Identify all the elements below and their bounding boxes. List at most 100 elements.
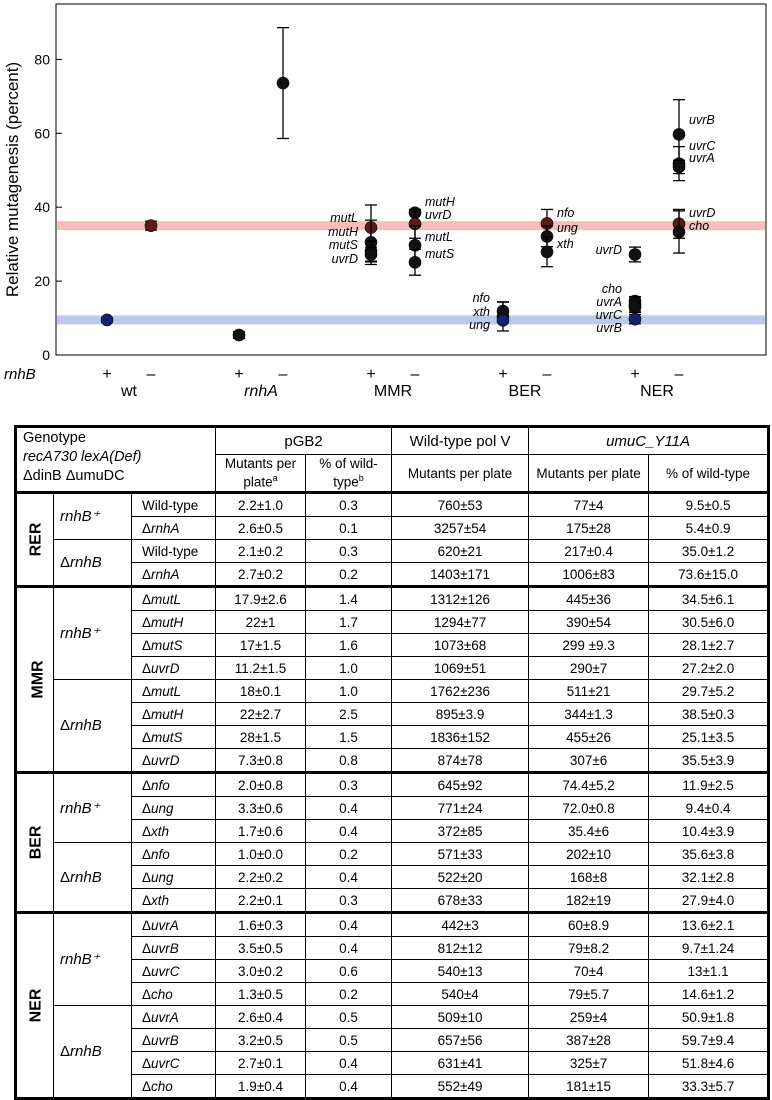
mutant-genotype: Δnfo <box>130 771 217 797</box>
pgb2-mutants-cell: 2.6±0.5 <box>215 516 307 540</box>
pgb2-pct-cell: 0.4 <box>305 1051 393 1075</box>
umuc-mutants-cell: 35.4±6 <box>528 819 650 843</box>
y-tick-label: 0 <box>42 347 50 363</box>
mutant-genotype: ΔrnhA <box>130 562 217 587</box>
wt-polv-mutants-cell: 678±33 <box>391 888 530 913</box>
umuc-pct-cell: 10.4±3.9 <box>648 819 770 843</box>
table-row: ΔmutH 22±1 1.7 1294±77 390±54 30.5±6.0 <box>16 610 770 634</box>
wt-polv-mutants-cell: 1312±126 <box>391 585 530 611</box>
data-point <box>628 312 642 326</box>
pgb2-mutants-cell: 1.7±0.6 <box>215 819 307 843</box>
group-label-rer: RER <box>15 491 54 587</box>
mutant-genotype: ΔmutH <box>130 702 217 726</box>
wt-polv-mutants-cell: 522±20 <box>391 865 530 889</box>
sign-minus: – <box>411 366 420 383</box>
pgb2-mutants-cell: 17±1.5 <box>215 633 307 657</box>
mutant-genotype: Δcho <box>130 982 217 1006</box>
data-point <box>144 219 158 232</box>
umuc-pct-cell: 13.6±2.1 <box>648 911 770 937</box>
umuc-mutants-cell: 259±4 <box>528 1005 650 1029</box>
mutant-genotype: Δcho <box>130 1074 217 1099</box>
mutagenesis-table: Genotype recA730 lexA(Def) ΔdinB ΔumuDC … <box>14 425 771 1100</box>
y-tick-label: 60 <box>34 125 50 141</box>
point-label-mutS: mutS <box>329 238 359 252</box>
pgb2-mutants-cell: 2.6±0.4 <box>215 1005 307 1029</box>
mutants-per-plate-polv-header: Mutants per plate <box>391 454 530 493</box>
umuc-pct-cell: 34.5±6.1 <box>648 585 770 611</box>
point-label-xth: xth <box>472 305 490 319</box>
umuc-mutants-cell: 181±15 <box>528 1074 650 1099</box>
pgb2-mutants-cell: 28±1.5 <box>215 725 307 749</box>
mutant-genotype: Δung <box>130 865 217 889</box>
pct-wild-type-b-label: % of wild-type <box>319 456 378 490</box>
reference-line-2 <box>57 315 765 325</box>
pgb2-mutants-cell: 11.2±1.5 <box>215 656 307 680</box>
pgb2-pct-cell: 0.4 <box>305 796 393 820</box>
umuc-mutants-cell: 511±21 <box>528 679 650 703</box>
table-row: Δcho 1.3±0.5 0.2 540±4 79±5.7 14.6±1.2 <box>16 982 770 1006</box>
table-row: ΔuvrD 7.3±0.8 0.8 874±78 307±6 35.5±3.9 <box>16 748 770 773</box>
umuc-pct-cell: 9.5±0.5 <box>648 491 770 517</box>
pgb2-pct-cell: 0.8 <box>305 748 393 773</box>
subgroup-label: rnhB⁺ <box>53 585 132 680</box>
y-tick-label: 20 <box>34 273 50 289</box>
table-row: ΔrnhB ΔmutL 18±0.1 1.0 1762±236 511±21 29.7±5.… <box>16 679 770 773</box>
table-row: Δung 2.2±0.2 0.4 522±20 168±8 32.1±2.8 <box>16 865 770 889</box>
group-label-mmr: MMR <box>15 585 54 773</box>
pgb2-mutants-cell: 1.3±0.5 <box>215 982 307 1006</box>
genotype-header: Genotype recA730 lexA(Def) ΔdinB ΔumuDC <box>14 426 217 493</box>
data-point <box>540 245 554 259</box>
mutant-genotype: Δxth <box>130 888 217 913</box>
point-label-ung: ung <box>469 318 490 332</box>
pgb2-pct-cell: 1.0 <box>305 679 393 703</box>
point-label-cho: cho <box>602 282 622 296</box>
pgb2-mutants-cell: 7.3±0.8 <box>215 748 307 773</box>
category-label-MMR: MMR <box>374 383 412 400</box>
sign-plus: + <box>234 366 243 383</box>
wt-polv-mutants-cell: 509±10 <box>391 1005 530 1029</box>
pgb2-mutants-cell: 2.2±0.2 <box>215 865 307 889</box>
pgb2-pct-cell: 0.4 <box>305 1074 393 1099</box>
pgb2-mutants-cell: 2.0±0.8 <box>215 771 307 797</box>
table-row: Δxth 2.2±0.1 0.3 678±33 182±19 27.9±4.0 <box>16 888 770 913</box>
pgb2-pct-cell: 0.5 <box>305 1028 393 1052</box>
umuc-mutants-cell: 299 ±9.3 <box>528 633 650 657</box>
umuc-pct-cell: 28.1±2.7 <box>648 633 770 657</box>
umuc-mutants-cell: 60±8.9 <box>528 911 650 937</box>
pgb2-mutants-cell: 18±0.1 <box>215 679 307 703</box>
point-label-uvrA: uvrA <box>689 151 715 165</box>
point-label-nfo: nfo <box>557 206 574 220</box>
umuc-mutants-cell: 74.4±5.2 <box>528 771 650 797</box>
mutant-genotype: Δnfo <box>130 842 217 866</box>
umuc-mutants-cell: 72.0±0.8 <box>528 796 650 820</box>
pgb2-pct-cell: 0.3 <box>305 771 393 797</box>
umuc-pct-cell: 27.9±4.0 <box>648 888 770 913</box>
table-row: ΔrnhB Δnfo 1.0±0.0 0.2 571±33 202±10 35.6±3.8 <box>16 842 770 913</box>
y-tick-label: 40 <box>34 199 50 215</box>
umuc-pct-cell: 73.6±15.0 <box>648 562 770 587</box>
pgb2-pct-cell: 0.6 <box>305 959 393 983</box>
mutants-per-plate-pgb2-header: Mutants per platea <box>215 454 307 493</box>
point-label-ung: ung <box>557 221 578 235</box>
wt-polv-mutants-cell: 1073±68 <box>391 633 530 657</box>
table-row: ΔuvrC 2.7±0.1 0.4 631±41 325±7 51.8±4.6 <box>16 1051 770 1075</box>
wt-polv-mutants-cell: 442±3 <box>391 911 530 937</box>
pgb2-pct-cell: 0.4 <box>305 911 393 937</box>
umuc-mutants-cell: 455±26 <box>528 725 650 749</box>
wt-polv-mutants-cell: 571±33 <box>391 842 530 866</box>
table-row: ΔrnhB Wild-type 2.1±0.2 0.3 620±21 217±0.4 35.… <box>16 539 770 587</box>
wt-polv-mutants-cell: 540±13 <box>391 959 530 983</box>
wt-polv-mutants-cell: 540±4 <box>391 982 530 1006</box>
point-label-uvrC: uvrC <box>689 139 716 153</box>
table-row: ΔrnhA 2.6±0.5 0.1 3257±54 175±28 5.4±0.9 <box>16 516 770 540</box>
umuc-mutants-cell: 182±19 <box>528 888 650 913</box>
point-label-cho: cho <box>689 219 709 233</box>
wt-polv-mutants-cell: 760±53 <box>391 491 530 517</box>
table-row: ΔuvrD 11.2±1.5 1.0 1069±51 290±7 27.2±2.0 <box>16 656 770 680</box>
pgb2-header: pGB2 <box>215 426 393 455</box>
data-point <box>628 300 642 314</box>
data-point <box>100 313 114 327</box>
mutant-genotype: ΔuvrB <box>130 1028 217 1052</box>
subgroup-label: ΔrnhB <box>53 1005 132 1099</box>
subgroup-label: rnhB⁺ <box>53 491 132 540</box>
